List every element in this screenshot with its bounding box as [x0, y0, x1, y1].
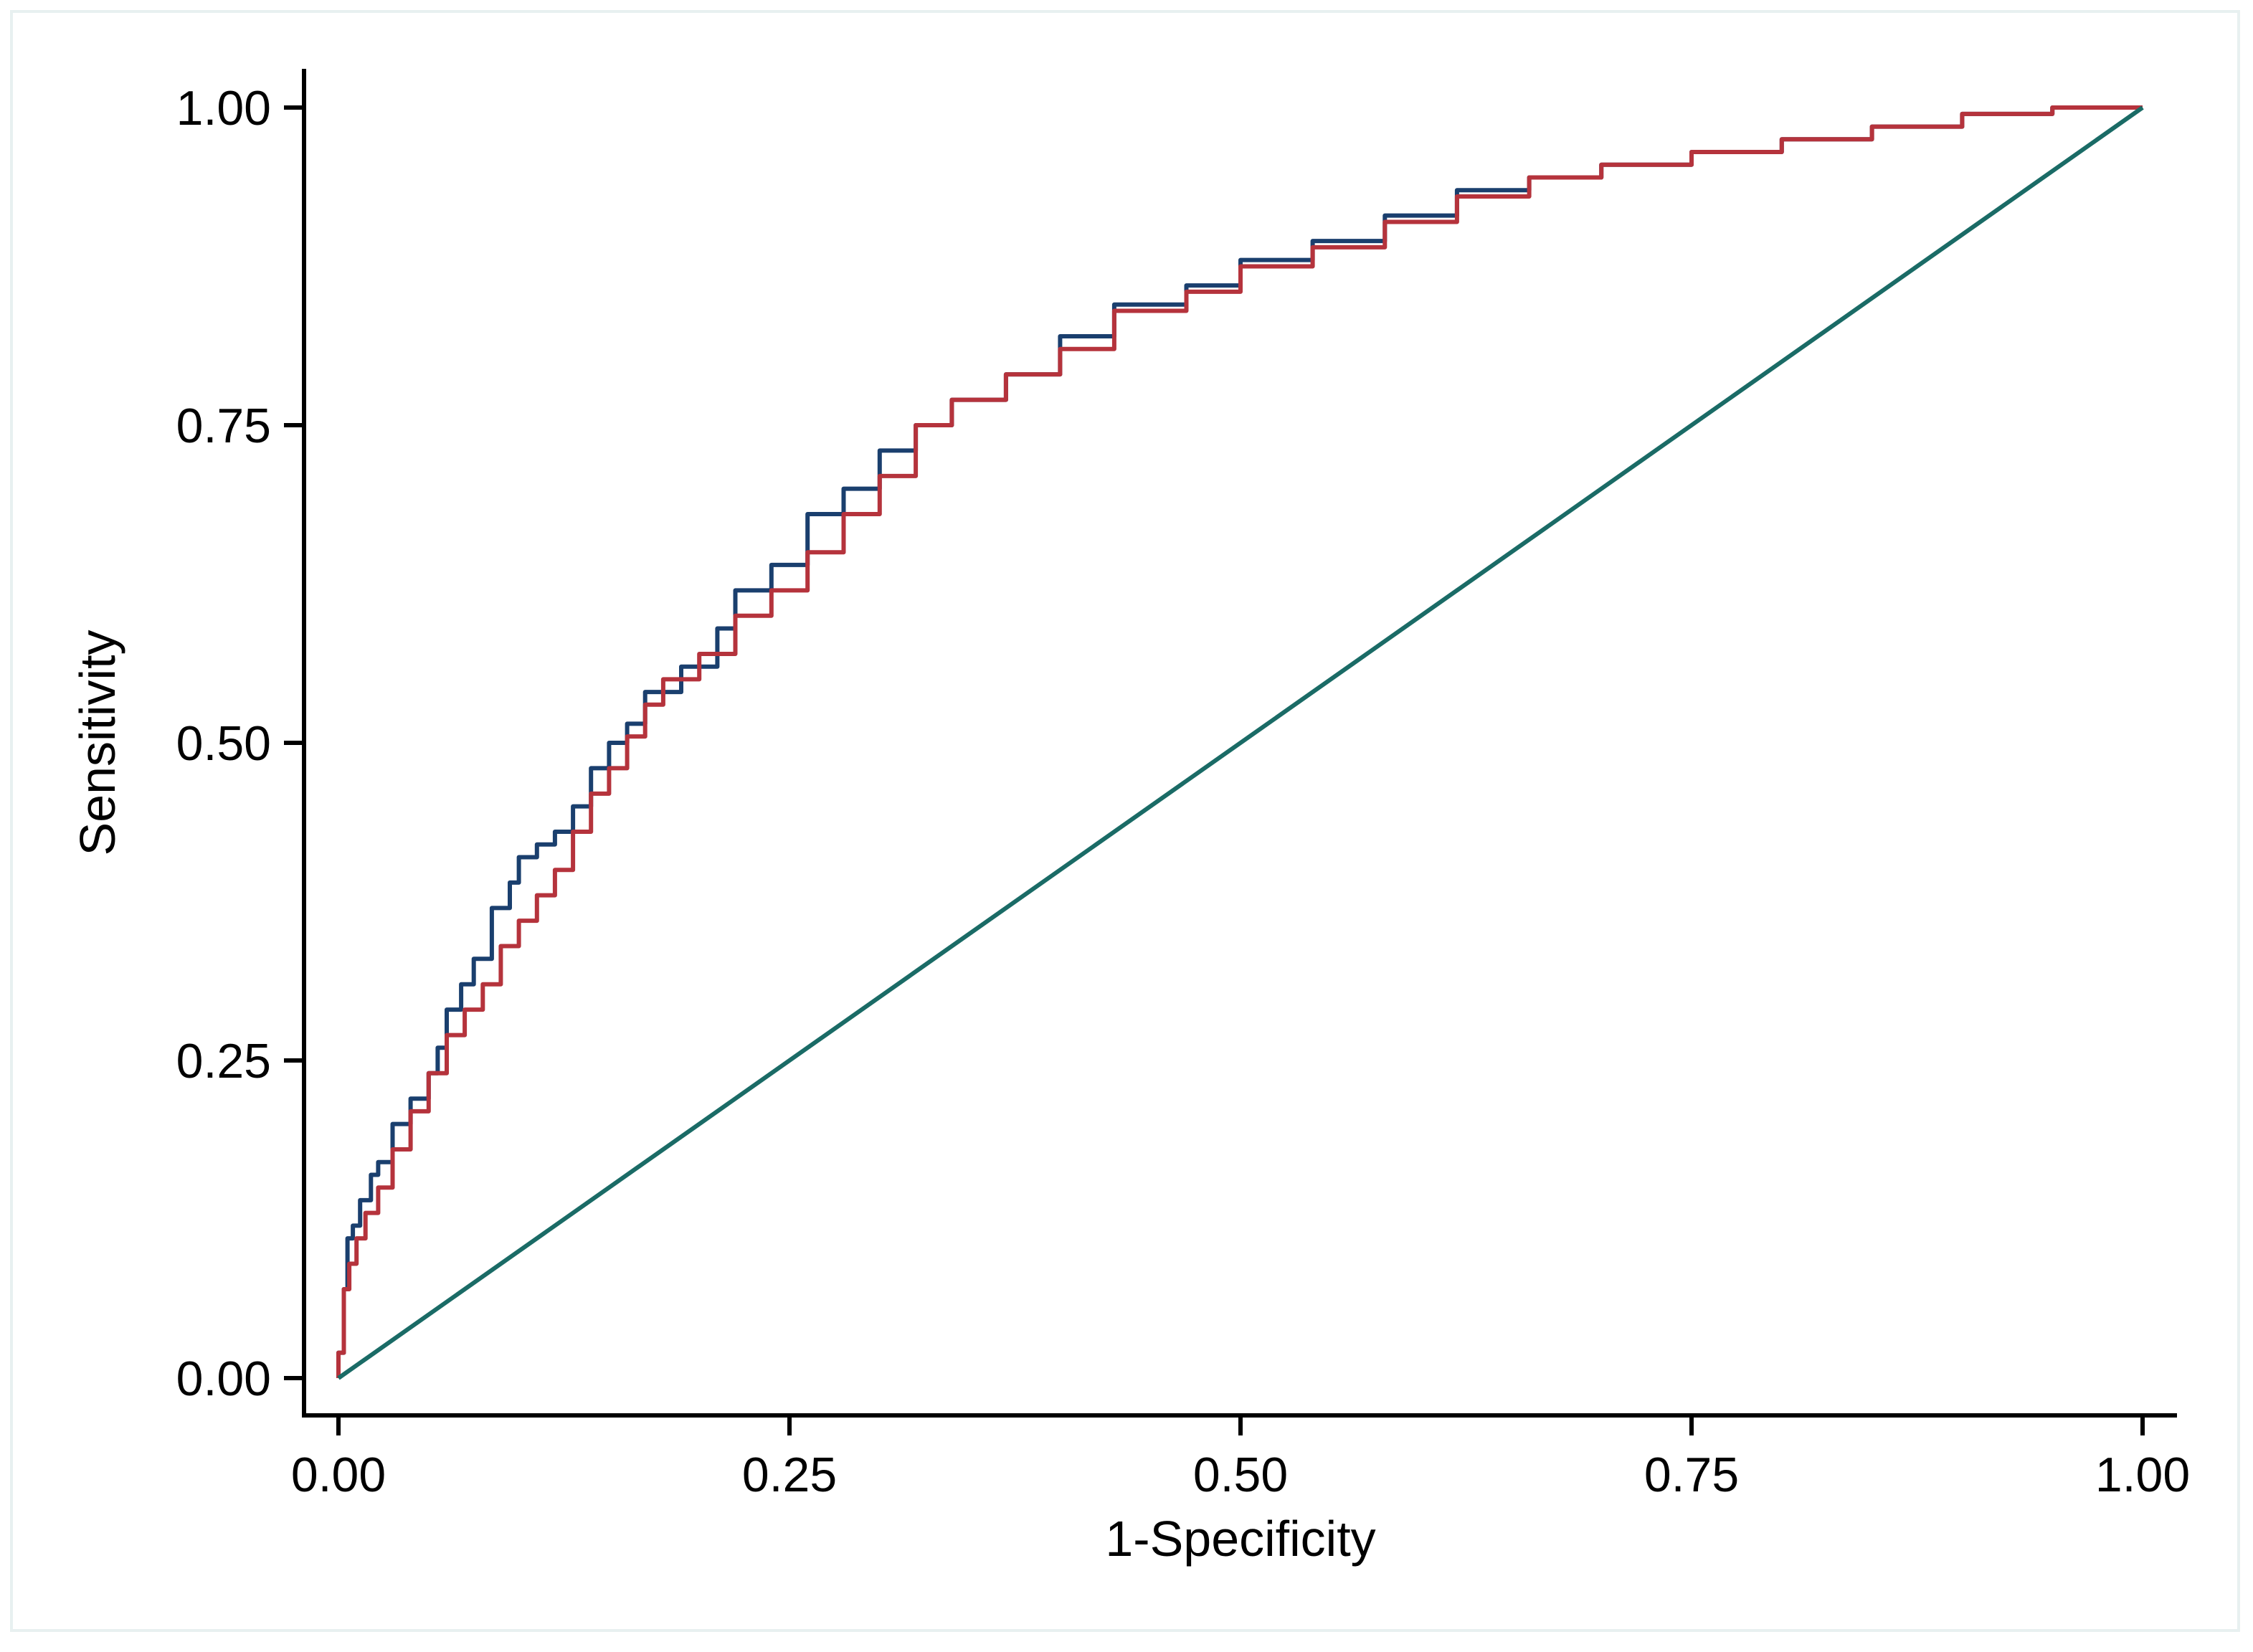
y-tick-label: 0.25 — [176, 1034, 271, 1088]
y-tick-label: 0.75 — [176, 399, 271, 453]
axes: 0.00 0.25 0.50 0.75 1.00 0.00 0.25 0.50 0.75 1.00 — [176, 69, 2190, 1502]
y-axis-title: Sensitivity — [70, 630, 125, 855]
x-tick-label: 0.25 — [742, 1448, 837, 1502]
series-layer — [336, 105, 2144, 1380]
x-tick-label: 0.00 — [291, 1448, 386, 1502]
x-axis-title: 1-Specificity — [1105, 1511, 1375, 1567]
plot-frame — [10, 10, 2240, 1632]
x-tick-label: 0.50 — [1193, 1448, 1288, 1502]
x-tick-label: 1.00 — [2095, 1448, 2190, 1502]
axis-labels: 1-Specificity Sensitivity — [70, 630, 1376, 1567]
series-line-2 — [336, 105, 2143, 1378]
y-tick-label: 0.50 — [176, 716, 271, 771]
y-tick-label: 0.00 — [176, 1352, 271, 1406]
x-tick-label: 0.75 — [1644, 1448, 1739, 1502]
series-line-3 — [337, 105, 2144, 1380]
y-tick-label: 1.00 — [176, 81, 271, 136]
